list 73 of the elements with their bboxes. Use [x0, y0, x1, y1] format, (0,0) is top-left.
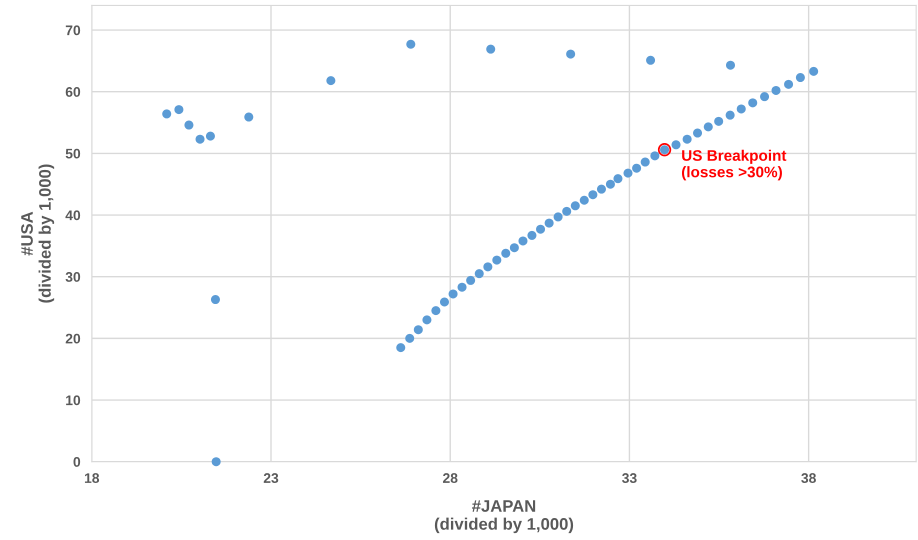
point [588, 190, 598, 200]
point [640, 158, 650, 167]
point [714, 116, 724, 126]
point [326, 76, 336, 86]
point [566, 50, 576, 59]
point [431, 306, 440, 316]
point [809, 66, 818, 76]
point [244, 112, 254, 122]
x-tick-label: 18 [84, 473, 100, 484]
point [693, 128, 702, 138]
y-tick-label: 30 [66, 272, 80, 282]
point [772, 86, 781, 95]
point [440, 297, 449, 306]
y-tick-label: 0 [74, 457, 80, 467]
point [623, 168, 632, 178]
x-tick-label: 28 [442, 473, 458, 484]
point [483, 262, 492, 272]
point [748, 98, 758, 108]
point [682, 134, 692, 144]
point [414, 325, 423, 334]
point [704, 122, 713, 132]
point [422, 315, 432, 324]
point [672, 140, 681, 150]
point [736, 104, 746, 114]
point [162, 109, 172, 118]
y-tick-label: 40 [65, 210, 80, 220]
point [501, 248, 510, 258]
point [174, 105, 184, 114]
point [796, 73, 805, 82]
point [760, 92, 770, 102]
x-tick-label: 33 [622, 473, 637, 484]
point [606, 180, 615, 189]
point [518, 236, 528, 246]
y-tick-label: 60 [66, 87, 80, 97]
point [596, 184, 606, 194]
annotation: US Breakpoint (losses >30%) [682, 150, 786, 180]
point [784, 80, 794, 89]
point [212, 457, 221, 466]
point [646, 56, 656, 65]
x-axis-title: #JAPAN (divided by 1,000) [434, 500, 574, 534]
y-tick-label: 20 [66, 334, 80, 344]
point [726, 60, 736, 70]
point [206, 132, 215, 141]
point [210, 295, 220, 304]
y-axis-title: #USA (divided by 1,000) [21, 164, 54, 303]
point [458, 282, 467, 292]
point [492, 256, 502, 265]
point [726, 110, 735, 120]
point [554, 212, 563, 222]
point [184, 120, 194, 130]
x-tick-label: 23 [264, 473, 278, 484]
point [474, 269, 484, 278]
point [196, 134, 205, 144]
point [562, 206, 572, 216]
point [527, 230, 536, 240]
point [510, 243, 519, 252]
point [405, 334, 414, 343]
point [396, 343, 406, 352]
point [486, 44, 496, 54]
point [448, 289, 458, 298]
y-tick-label: 50 [66, 148, 80, 159]
point [613, 174, 622, 184]
point [406, 40, 416, 49]
point [536, 224, 546, 234]
point [650, 151, 660, 160]
point [570, 201, 580, 210]
point [580, 196, 589, 205]
y-tick-label: 10 [66, 395, 80, 406]
point [544, 218, 554, 228]
y-tick-label: 70 [66, 25, 80, 36]
x-tick-label: 38 [801, 473, 816, 484]
point [466, 276, 476, 285]
point [632, 164, 642, 173]
